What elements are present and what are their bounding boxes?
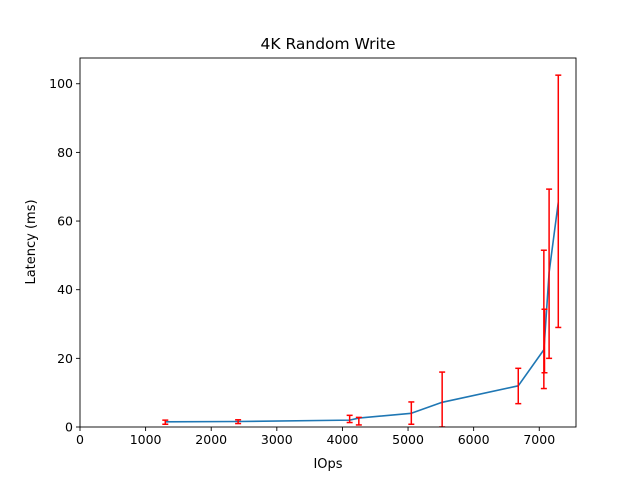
y-tick-label: 20 xyxy=(57,351,73,366)
error-bar xyxy=(355,416,362,426)
chart-title: 4K Random Write xyxy=(261,35,396,53)
plot-frame xyxy=(79,57,577,428)
x-axis-label: IOps xyxy=(313,457,342,472)
x-tick-label: 3000 xyxy=(261,432,293,447)
y-tick-label: 0 xyxy=(65,420,73,435)
x-tick-label: 6000 xyxy=(458,432,490,447)
y-tick-label: 40 xyxy=(57,282,73,297)
error-bar xyxy=(515,367,522,405)
y-tick-label: 60 xyxy=(57,214,73,229)
x-tick-label: 5000 xyxy=(392,432,424,447)
x-tick-label: 7000 xyxy=(523,432,555,447)
x-tick-label: 2000 xyxy=(195,432,227,447)
error-bar xyxy=(346,414,353,424)
error-bar xyxy=(541,308,548,374)
x-tick-label: 1000 xyxy=(130,432,162,447)
error-bar xyxy=(408,401,415,426)
x-tick-label: 4000 xyxy=(327,432,359,447)
error-bar xyxy=(546,188,553,360)
error-bar xyxy=(555,74,562,329)
y-tick-label: 80 xyxy=(57,145,73,160)
error-bar xyxy=(162,419,169,426)
x-tick-label: 0 xyxy=(76,432,84,447)
y-tick-label: 100 xyxy=(49,76,73,91)
plot-area xyxy=(162,74,562,427)
error-bar xyxy=(439,371,446,427)
error-bar xyxy=(235,419,242,425)
y-axis-label: Latency (ms) xyxy=(24,199,39,284)
